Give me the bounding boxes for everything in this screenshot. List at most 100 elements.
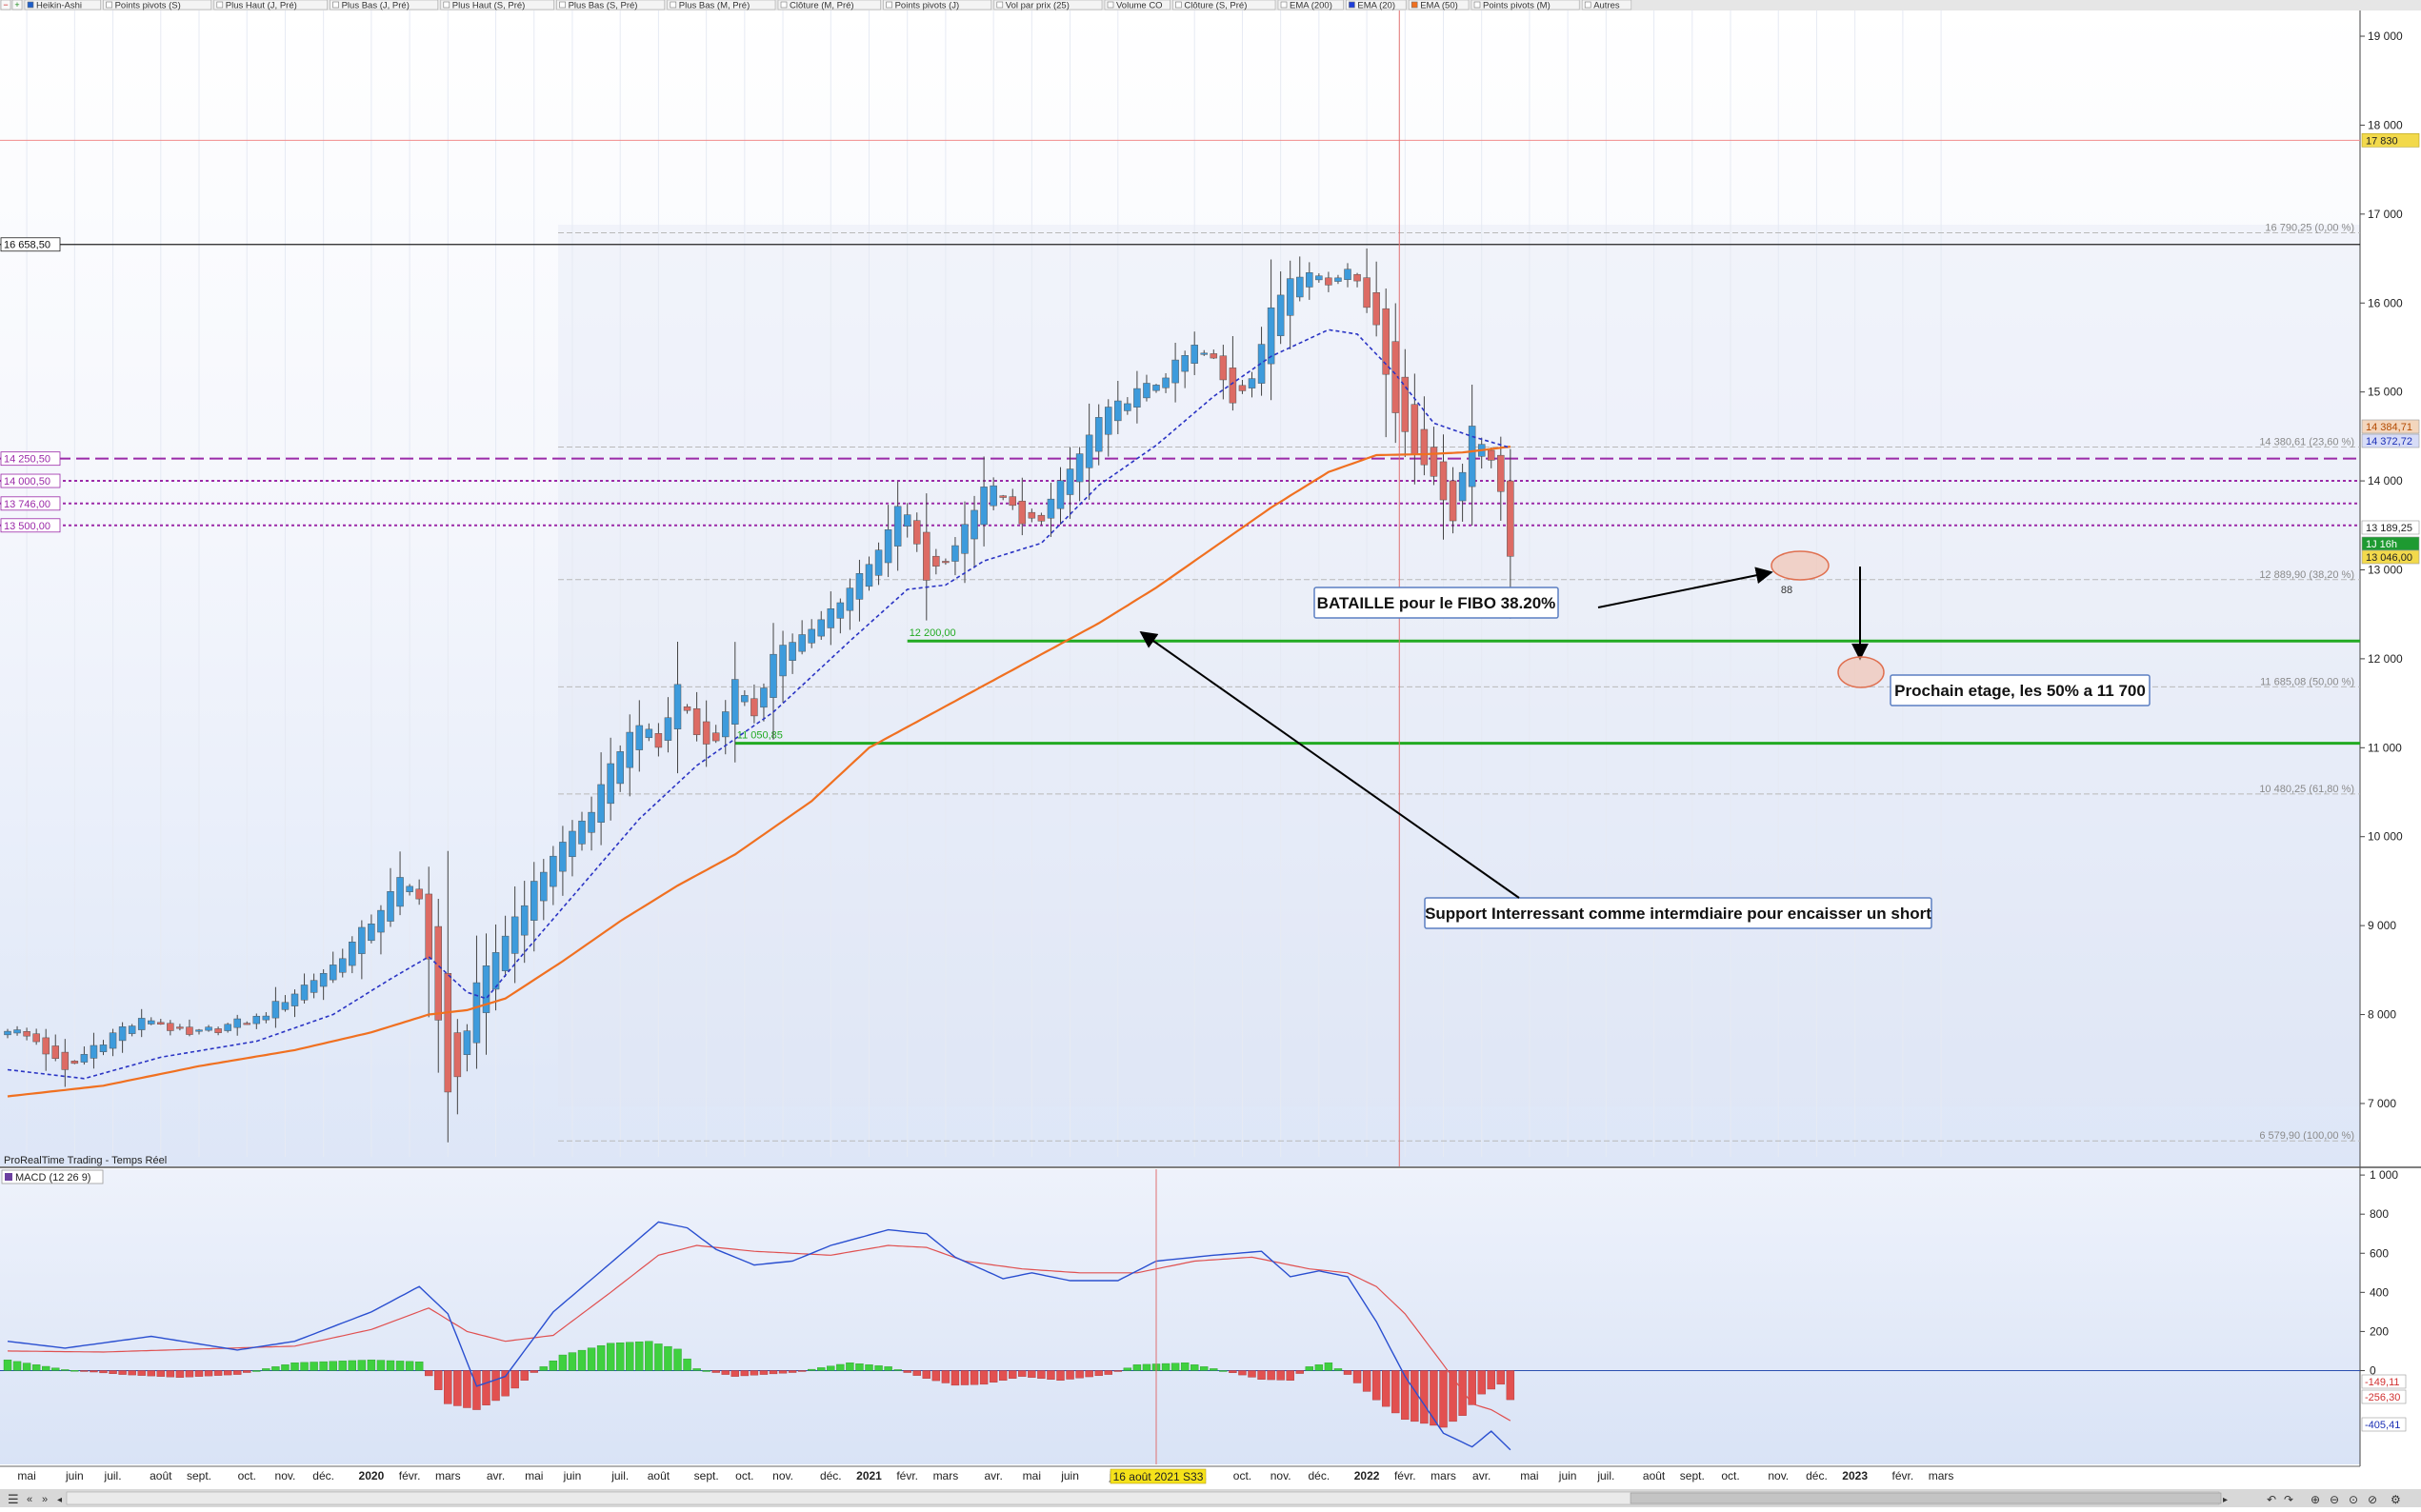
macd-title[interactable]: MACD (12 26 9) [1,1169,104,1184]
zoom-reset-icon[interactable]: ⊘ [2368,1493,2377,1506]
toolbar-item[interactable]: Clôture (S, Pré) [1172,0,1276,11]
toolbar-item[interactable]: Plus Haut (S, Pré) [440,0,554,11]
toolbar-item[interactable]: Volume CO [1104,0,1170,11]
checkbox-icon[interactable] [27,1,34,9]
macd-hist-bar-pos [252,1370,261,1372]
annotation-fibo-battle[interactable]: BATAILLE pour le FIBO 38.20% [1313,587,1559,619]
checkbox-icon[interactable] [1584,1,1591,9]
candle-down [23,1031,30,1037]
candle-down [1372,292,1380,326]
zoom-in-icon[interactable]: ⊕ [2311,1493,2320,1506]
checkbox-icon[interactable] [886,1,892,9]
checkbox-icon[interactable] [216,1,224,9]
toolbar-item[interactable]: Heikin-Ashi [24,0,101,11]
macd-hist-bar-neg [1267,1370,1275,1381]
checkbox-icon[interactable] [443,1,450,9]
target-ellipse-50pct[interactable] [1837,656,1885,688]
toolbar-minus-button[interactable] [0,0,11,10]
toolbar-item-bg [1581,0,1632,10]
candle [1296,256,1304,302]
candle-up [626,731,633,768]
arrow-to-fibo[interactable] [1597,567,1773,608]
candle [176,1024,184,1031]
macd-hist-bar-neg [472,1370,481,1410]
checkbox-icon[interactable] [1280,1,1288,9]
toolbar-item[interactable]: EMA (50) [1408,0,1470,11]
toolbar-item[interactable]: Vol par prix (25) [993,0,1103,11]
toolbar-item[interactable]: Points pivots (M) [1471,0,1580,11]
toolbar-item[interactable]: Plus Bas (M, Pré) [667,0,776,11]
price-axis-bg [2360,0,2421,1507]
candle-up [1143,383,1150,399]
candle [1488,447,1495,468]
checkbox-icon[interactable] [670,1,677,9]
target-ellipse-fibo[interactable] [1771,550,1830,581]
candle [1133,370,1141,424]
toolbar-item[interactable]: EMA (200) [1277,0,1344,11]
checkbox-icon[interactable] [332,1,339,9]
redo-icon[interactable]: ↷ [2284,1493,2293,1506]
candle [167,1020,174,1036]
toolbar-item[interactable]: Autres [1581,0,1632,11]
toolbar-item[interactable]: EMA (20) [1346,0,1407,11]
candle-down [453,1032,462,1078]
fast-forward-icon[interactable]: » [42,1494,48,1505]
checkbox-icon[interactable] [559,1,566,9]
candle-up [1047,498,1055,519]
undo-icon[interactable]: ↶ [2267,1493,2276,1506]
candle-up [463,1030,471,1055]
candle-up [1200,352,1208,355]
scroll-thumb[interactable] [1630,1492,2222,1504]
macd-hist-bar-neg [491,1370,500,1402]
macd-hist-bar-neg [156,1370,166,1377]
candle [1353,272,1361,288]
checkbox-icon[interactable] [780,1,788,9]
menu-icon[interactable]: ☰ [8,1492,19,1506]
checkbox-icon[interactable] [1349,1,1355,9]
macd-hist-bar-pos [405,1361,414,1371]
checkbox-icon[interactable] [106,1,112,9]
scroll-left-icon[interactable]: ◂ [57,1495,62,1505]
fast-back-icon[interactable]: « [27,1494,32,1505]
toolbar-item[interactable]: Clôture (M, Pré) [777,0,881,11]
pivot-tag [0,473,61,488]
annotation-next-floor[interactable]: Prochain etage, les 50% a 11 700 [1890,674,2151,706]
annotation-support[interactable]: Support Interressant comme intermdiaire … [1424,897,1932,929]
macd-hist-bar-neg [463,1370,471,1408]
candle-up [195,1029,203,1032]
checkbox-icon[interactable] [1473,1,1481,9]
scroll-right-icon[interactable]: ▸ [2223,1495,2228,1505]
candle [262,1012,270,1024]
toolbar-item[interactable]: Plus Haut (J, Pré) [213,0,328,11]
time-tick-label: 2022 [1354,1469,1380,1482]
candle [1458,463,1467,522]
zoom-out-icon[interactable]: ⊖ [2330,1493,2339,1506]
candle [1238,379,1247,394]
time-tick-label: mai [1520,1469,1538,1482]
arrow-to-support[interactable] [1139,630,1520,899]
checkbox-icon[interactable] [1411,1,1418,9]
toolbar-item[interactable]: Points pivots (S) [103,0,212,11]
candle [1286,260,1294,350]
toolbar-item-bg [777,0,881,10]
macd-hist-bar-neg [922,1370,930,1379]
zoom-fit-icon[interactable]: ⊙ [2349,1493,2358,1506]
macd-hist-bar-neg [970,1370,979,1385]
toolbar-item[interactable]: Points pivots (J) [883,0,992,11]
toolbar-item[interactable]: Plus Bas (J, Pré) [330,0,439,11]
candle-up [951,545,959,562]
macd-hist-bar-pos [549,1361,558,1371]
checkbox-icon[interactable] [996,1,1004,9]
candle [798,620,806,655]
macd-hist-bar-neg [204,1370,213,1377]
settings-icon[interactable]: ⚙ [2391,1493,2401,1506]
candle-up [1286,278,1294,316]
checkbox-icon[interactable] [1107,1,1114,9]
checkbox-icon[interactable] [1175,1,1182,9]
toolbar-plus-button[interactable] [11,0,23,10]
candle [1152,384,1160,393]
macd-hist-bar-pos [1161,1363,1170,1371]
toolbar-item[interactable]: Plus Bas (S, Pré) [556,0,666,11]
macd-hist-bar-pos [3,1359,12,1371]
